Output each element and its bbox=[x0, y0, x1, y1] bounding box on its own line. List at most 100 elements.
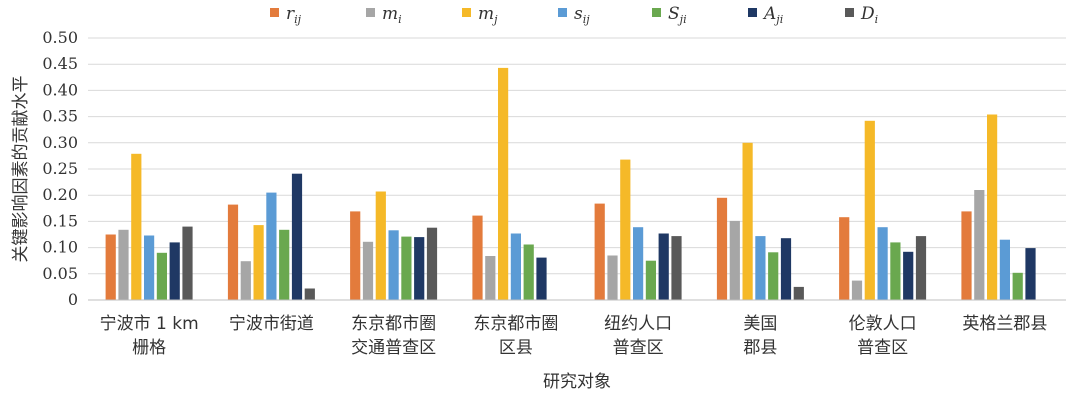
legend-swatch bbox=[462, 8, 471, 17]
x-axis-title: 研究对象 bbox=[543, 372, 611, 392]
bar-s-ji bbox=[401, 236, 412, 300]
y-tick-label: 0.20 bbox=[42, 185, 78, 204]
x-category-label: 东京都市圈区县 bbox=[473, 314, 558, 358]
legend-item-d-i: Di bbox=[845, 4, 878, 26]
bar-a-ji bbox=[291, 173, 303, 300]
legend-item-m-i: mi bbox=[366, 4, 402, 26]
legend-item-s-ji: Sji bbox=[652, 4, 687, 26]
legend-label: Di bbox=[860, 4, 878, 26]
bar-d-i bbox=[671, 236, 682, 300]
bar-s-ji bbox=[523, 244, 534, 300]
x-category-label: 宁波市 1 km 栅格 bbox=[100, 314, 199, 358]
bar-s-ji bbox=[890, 242, 901, 300]
bar-m-j bbox=[742, 142, 753, 300]
y-tick-label: 0.15 bbox=[42, 211, 78, 230]
legend-item-a-ji: Aji bbox=[748, 4, 783, 26]
bar-m-j bbox=[620, 159, 631, 300]
legend-swatch bbox=[652, 8, 661, 17]
y-tick-label: 0.25 bbox=[42, 159, 78, 178]
legend-label: mi bbox=[382, 4, 402, 26]
y-axis-title: 关键影响因素的贡献水平 bbox=[11, 76, 31, 263]
y-tick-label: 0 bbox=[68, 290, 78, 309]
bar-s-ji bbox=[768, 252, 779, 300]
bar-a-ji bbox=[780, 238, 792, 300]
bar-m-j bbox=[498, 67, 509, 301]
bar-d-i bbox=[915, 236, 927, 300]
bar-s-ij bbox=[877, 227, 888, 300]
bar-m-i bbox=[362, 241, 374, 300]
legend-swatch bbox=[558, 8, 567, 17]
bar-m-j bbox=[987, 114, 998, 300]
x-category-label: 伦敦人口普查区 bbox=[849, 314, 917, 358]
gridlines bbox=[88, 37, 1066, 275]
bar-a-ji bbox=[169, 242, 180, 300]
legend-swatch bbox=[748, 8, 757, 17]
bar-d-i bbox=[426, 227, 438, 300]
x-category-label: 美国郡县 bbox=[743, 314, 777, 358]
bar-r-ij bbox=[350, 211, 361, 300]
bar-m-j bbox=[864, 120, 875, 300]
bars bbox=[105, 67, 1036, 301]
y-tick-label: 0.10 bbox=[42, 238, 78, 257]
x-category-label: 宁波市街道 bbox=[229, 314, 314, 334]
legend-label: mj bbox=[478, 4, 498, 26]
y-tick-label: 0.40 bbox=[42, 80, 78, 99]
bar-s-ji bbox=[1012, 272, 1023, 300]
bar-s-ij bbox=[755, 236, 766, 300]
bar-s-ij bbox=[144, 235, 155, 300]
bar-s-ij bbox=[388, 230, 399, 300]
legend-swatch bbox=[366, 8, 375, 17]
bar-s-ij bbox=[999, 239, 1010, 300]
x-category-label: 英格兰郡县 bbox=[962, 314, 1047, 334]
y-axis-ticks: 0 0.05 0.10 0.15 0.20 0.25 0.30 0.35 0.40 0.45 0.5… bbox=[42, 28, 78, 309]
y-tick-label: 0.35 bbox=[42, 107, 78, 126]
bar-s-ij bbox=[633, 227, 644, 300]
bar-m-j bbox=[253, 225, 264, 300]
bar-m-i bbox=[851, 280, 863, 300]
bar-m-i bbox=[485, 256, 496, 300]
bar-d-i bbox=[793, 286, 804, 300]
bar-r-ij bbox=[716, 197, 728, 300]
bar-m-j bbox=[375, 191, 386, 300]
bar-s-ji bbox=[279, 229, 290, 300]
legend-label: Sji bbox=[668, 4, 687, 26]
bar-r-ij bbox=[227, 204, 239, 300]
bar-s-ij bbox=[266, 192, 277, 300]
bar-r-ij bbox=[472, 215, 483, 300]
bar-m-i bbox=[607, 255, 618, 300]
bar-a-ji bbox=[536, 257, 547, 300]
bar-m-i bbox=[240, 261, 251, 300]
y-tick-label: 0.05 bbox=[42, 264, 78, 283]
legend-label: sij bbox=[574, 4, 590, 26]
bar-m-i bbox=[974, 190, 985, 300]
x-category-label: 东京都市圈交通普查区 bbox=[351, 314, 436, 358]
legend-swatch bbox=[270, 8, 279, 17]
bar-r-ij bbox=[961, 211, 972, 300]
legend-item-m-j: mj bbox=[462, 4, 498, 26]
bar-d-i bbox=[182, 226, 193, 300]
y-tick-label: 0.45 bbox=[42, 54, 78, 73]
bar-m-j bbox=[131, 153, 142, 300]
legend: rij mi mj sij Sji Aji Di bbox=[270, 4, 878, 26]
legend-item-s-ij: sij bbox=[558, 4, 590, 26]
bar-m-i bbox=[729, 220, 740, 300]
bar-a-ji bbox=[1025, 248, 1036, 300]
bar-s-ji bbox=[156, 252, 167, 300]
bar-a-ji bbox=[414, 237, 425, 300]
bar-r-ij bbox=[594, 203, 605, 300]
bar-r-ij bbox=[105, 234, 116, 300]
bar-r-ij bbox=[839, 217, 850, 300]
bar-m-i bbox=[118, 229, 129, 300]
bar-d-i bbox=[304, 288, 315, 300]
legend-swatch bbox=[845, 8, 854, 17]
y-tick-label: 0.30 bbox=[42, 133, 78, 152]
y-tick-label: 0.50 bbox=[42, 28, 78, 47]
bar-s-ji bbox=[645, 260, 656, 300]
bar-s-ij bbox=[510, 233, 521, 300]
legend-label: Aji bbox=[762, 4, 783, 26]
legend-item-r-ij: rij bbox=[270, 4, 302, 26]
bar-a-ji bbox=[903, 251, 914, 300]
x-category-label: 纽约人口普查区 bbox=[604, 314, 672, 358]
